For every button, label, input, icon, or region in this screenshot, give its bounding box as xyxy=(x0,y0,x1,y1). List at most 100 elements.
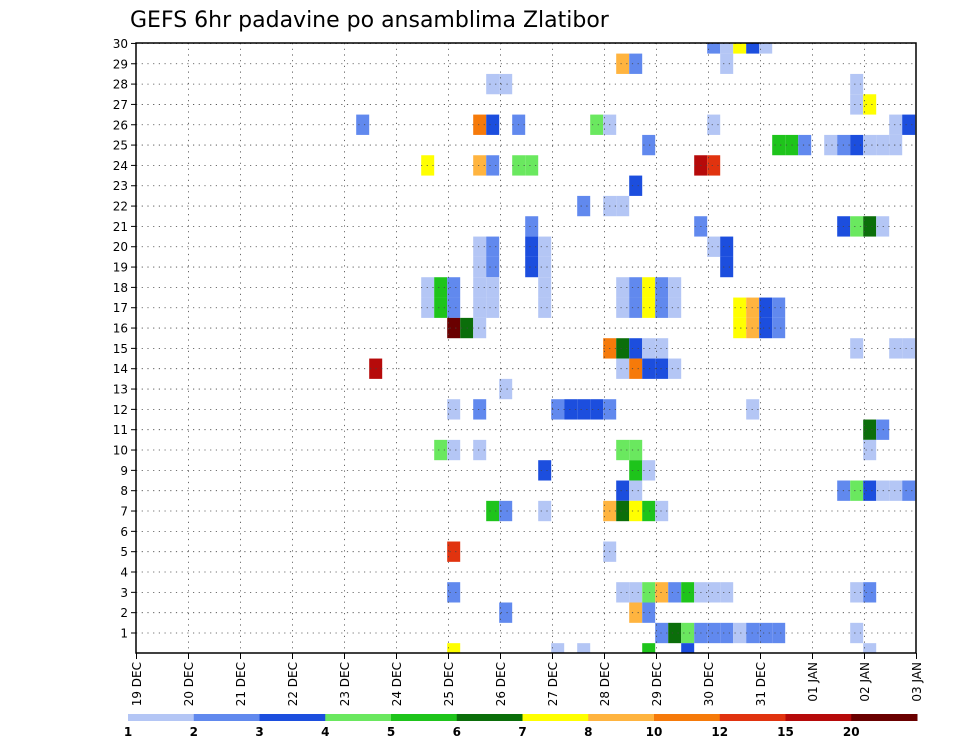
y-tick-label: 13 xyxy=(113,383,128,397)
heatmap-cell xyxy=(733,43,747,54)
heatmap-cell xyxy=(772,134,786,156)
heatmap-cell xyxy=(486,500,500,522)
heatmap-cell xyxy=(447,582,461,603)
heatmap-cell xyxy=(486,155,500,176)
heatmap-cell xyxy=(616,439,630,461)
heatmap-cell xyxy=(655,358,669,379)
colorbar-label: 7 xyxy=(518,725,526,739)
heatmap-cell xyxy=(707,155,721,176)
heatmap-cell xyxy=(824,134,838,156)
y-tick-label: 4 xyxy=(120,566,128,580)
heatmap-cell xyxy=(616,338,630,359)
x-tick-label: 21 DEC xyxy=(234,662,248,706)
heatmap-cell xyxy=(616,480,630,501)
heatmap-cell xyxy=(668,622,682,644)
heatmap-cell xyxy=(434,297,448,318)
heatmap-cell xyxy=(538,277,552,298)
heatmap-cell xyxy=(798,134,812,156)
y-tick-label: 22 xyxy=(113,200,128,214)
heatmap-cell xyxy=(863,439,877,461)
heatmap-cell xyxy=(629,358,643,379)
heatmap-cell xyxy=(577,643,591,653)
y-tick-label: 27 xyxy=(113,98,128,112)
heatmap-cell xyxy=(642,297,656,318)
x-tick-label: 23 DEC xyxy=(338,662,352,706)
y-tick-label: 20 xyxy=(113,240,128,254)
heatmap-cell xyxy=(629,439,643,461)
colorbar-label: 6 xyxy=(453,725,461,739)
heatmap-cell xyxy=(850,94,864,115)
heatmap-cell xyxy=(629,175,643,196)
heatmap-cell xyxy=(720,43,734,54)
heatmap-cell xyxy=(642,338,656,359)
colorbar-swatch xyxy=(259,714,326,721)
heatmap-cell xyxy=(863,419,877,440)
x-tick-label: 03 JAN xyxy=(910,662,924,702)
colorbar-swatch xyxy=(785,714,852,721)
heatmap-cell xyxy=(720,236,734,257)
heatmap-cell xyxy=(486,277,500,298)
heatmap-cell xyxy=(655,338,669,359)
heatmap-cell xyxy=(551,399,565,420)
colorbar-label: 3 xyxy=(255,725,263,739)
x-tick-label: 24 DEC xyxy=(390,662,404,706)
x-tick-label: 26 DEC xyxy=(494,662,508,706)
heatmap-cell xyxy=(668,277,682,298)
heatmap-cell xyxy=(616,277,630,298)
y-tick-label: 29 xyxy=(113,57,128,71)
heatmap-cell xyxy=(707,622,721,644)
heatmap-cell xyxy=(746,43,760,54)
heatmap-cell xyxy=(525,256,539,278)
heatmap-cell xyxy=(525,236,539,257)
heatmap-cell xyxy=(473,439,487,461)
heatmap-cell xyxy=(720,53,734,74)
y-tick-label: 26 xyxy=(113,118,128,132)
heatmap-cell xyxy=(525,216,539,237)
heatmap-cell xyxy=(655,500,669,522)
heatmap-cell xyxy=(863,94,877,115)
colorbar-swatch xyxy=(128,714,195,721)
heatmap-cell xyxy=(850,73,864,95)
x-tick-label: 27 DEC xyxy=(546,662,560,706)
colorbar-label: 20 xyxy=(843,725,860,739)
y-tick-label: 16 xyxy=(113,322,128,336)
heatmap-cell xyxy=(850,622,864,644)
colorbar-label: 4 xyxy=(321,725,329,739)
heatmap-cell xyxy=(850,582,864,603)
colorbar-label: 5 xyxy=(387,725,395,739)
heatmap-cell xyxy=(447,643,461,653)
heatmap-cell xyxy=(889,338,903,359)
heatmap-cell xyxy=(447,541,461,562)
heatmap-cell xyxy=(642,602,656,623)
x-tick-label: 02 JAN xyxy=(858,662,872,702)
y-tick-label: 12 xyxy=(113,403,128,417)
heatmap-cell xyxy=(538,500,552,522)
heatmap-cell xyxy=(707,114,721,135)
heatmap-cell xyxy=(629,500,643,522)
heatmap-cell xyxy=(863,216,877,237)
plot-frame xyxy=(135,42,917,654)
heatmap-cell xyxy=(720,622,734,644)
heatmap-cell xyxy=(473,114,487,135)
heatmap-cell xyxy=(759,622,773,644)
colorbar-swatch xyxy=(325,714,392,721)
heatmap-cell xyxy=(681,622,695,644)
heatmap-cell xyxy=(629,338,643,359)
x-tick-label: 25 DEC xyxy=(442,662,456,706)
x-tick-label: 19 DEC xyxy=(130,662,144,706)
heatmap-cell xyxy=(629,582,643,603)
heatmap-cell xyxy=(642,643,656,653)
heatmap-cell xyxy=(434,277,448,298)
y-tick-label: 23 xyxy=(113,179,128,193)
x-tick-label: 01 JAN xyxy=(806,662,820,702)
heatmap-cell xyxy=(759,317,773,339)
colorbar-swatch xyxy=(654,714,721,721)
heatmap-cell xyxy=(681,643,695,653)
heatmap-cell xyxy=(902,338,916,359)
heatmap-cell xyxy=(707,43,721,54)
heatmap-cell xyxy=(473,297,487,318)
heatmap-cell xyxy=(707,236,721,257)
y-tick-label: 28 xyxy=(113,78,128,92)
y-tick-label: 1 xyxy=(120,627,128,641)
heatmap-cell xyxy=(629,460,643,481)
